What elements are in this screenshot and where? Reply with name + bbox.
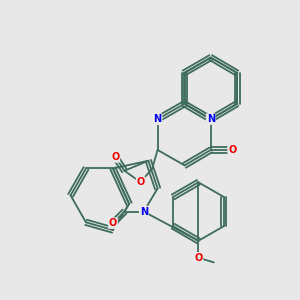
Text: O: O [228,145,236,155]
Text: O: O [109,218,117,228]
Text: O: O [136,177,145,187]
Text: N: N [207,114,215,124]
Text: N: N [140,207,148,217]
Text: N: N [154,114,162,124]
Text: O: O [111,152,119,162]
Text: O: O [194,253,202,263]
